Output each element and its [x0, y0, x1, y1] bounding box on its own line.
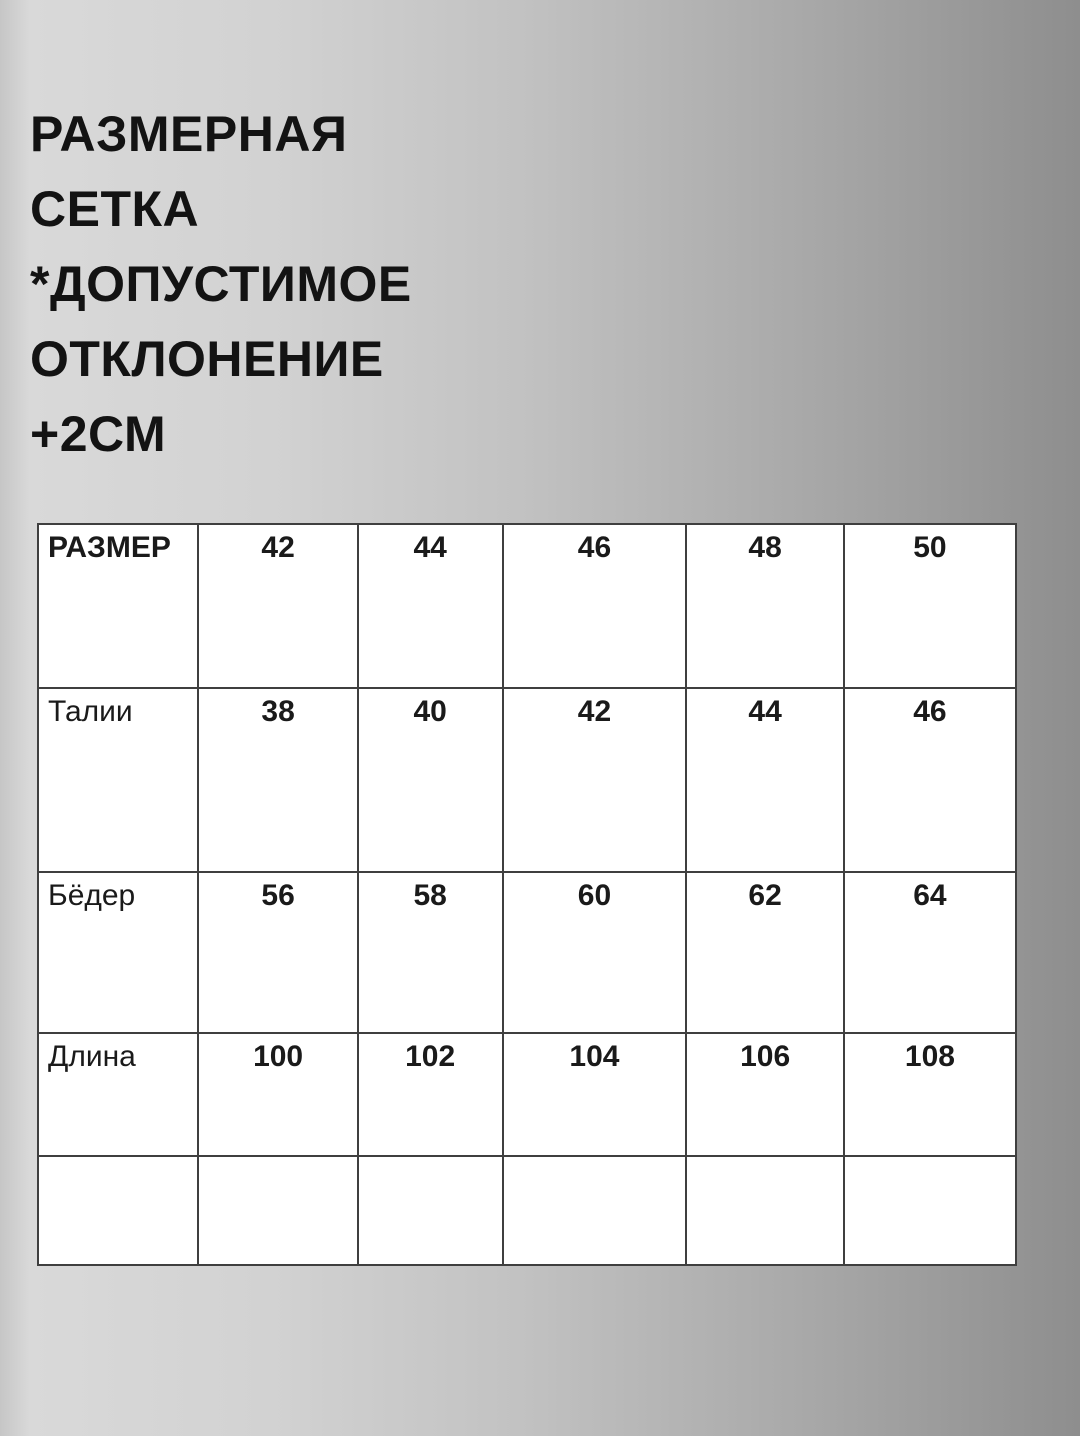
value-cell: 46	[842, 687, 1018, 873]
value-cell: 108	[842, 1032, 1018, 1157]
table-row-hips: Бёдер 56 58 60 62 64	[36, 871, 1018, 1034]
table-row-empty	[36, 1155, 1018, 1266]
heading-line-1: РАЗМЕРНАЯ	[30, 106, 348, 162]
size-col-header: 50	[842, 523, 1018, 689]
empty-cell	[197, 1155, 359, 1266]
size-col-header: 48	[685, 523, 845, 689]
size-col-header: 46	[501, 523, 688, 689]
value-cell: 104	[501, 1032, 688, 1157]
table-row-sizes: РАЗМЕР 42 44 46 48 50	[36, 523, 1018, 689]
empty-cell	[685, 1155, 845, 1266]
size-table: РАЗМЕР 42 44 46 48 50 Талии 38 40 42 44 …	[36, 523, 1018, 1266]
value-cell: 42	[501, 687, 688, 873]
size-header-label-cell: РАЗМЕР	[36, 523, 200, 689]
value-cell: 60	[501, 871, 688, 1034]
heading-line-2: СЕТКА	[30, 181, 200, 237]
value-cell: 62	[685, 871, 845, 1034]
empty-cell	[842, 1155, 1018, 1266]
value-cell: 106	[685, 1032, 845, 1157]
heading-line-3: *ДОПУСТИМОЕ	[30, 256, 412, 312]
value-cell: 38	[197, 687, 359, 873]
heading-line-4: ОТКЛОНЕНИЕ	[30, 331, 384, 387]
row-label-cell: Длина	[36, 1032, 200, 1157]
size-col-header: 42	[197, 523, 359, 689]
empty-cell	[36, 1155, 200, 1266]
row-label-cell: Бёдер	[36, 871, 200, 1034]
value-cell: 100	[197, 1032, 359, 1157]
value-cell: 44	[685, 687, 845, 873]
page-title: РАЗМЕРНАЯ СЕТКА *ДОПУСТИМОЕ ОТКЛОНЕНИЕ +…	[30, 97, 412, 472]
value-cell: 64	[842, 871, 1018, 1034]
value-cell: 56	[197, 871, 359, 1034]
heading-line-5: +2СМ	[30, 406, 167, 462]
empty-cell	[356, 1155, 504, 1266]
value-cell: 102	[356, 1032, 504, 1157]
table-row-waist: Талии 38 40 42 44 46	[36, 687, 1018, 873]
row-label-cell: Талии	[36, 687, 200, 873]
empty-cell	[501, 1155, 688, 1266]
value-cell: 58	[356, 871, 504, 1034]
value-cell: 40	[356, 687, 504, 873]
size-col-header: 44	[356, 523, 504, 689]
table-row-length: Длина 100 102 104 106 108	[36, 1032, 1018, 1157]
